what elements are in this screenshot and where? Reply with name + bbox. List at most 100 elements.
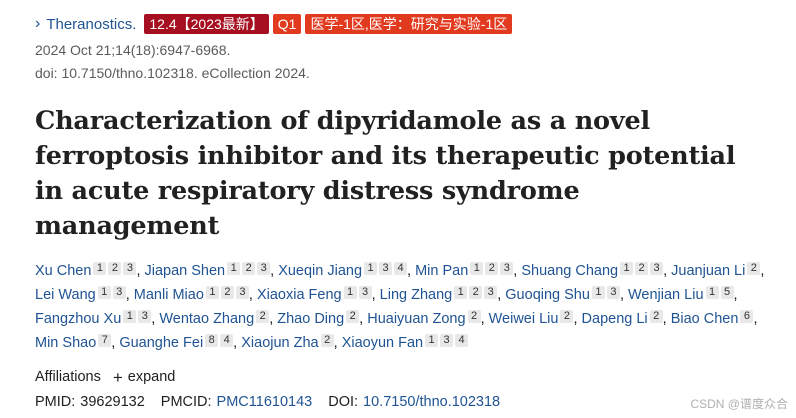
affiliation-ref[interactable]: 2 [220,286,234,299]
affiliation-ref[interactable]: 1 [425,334,439,347]
chevron-right-icon[interactable]: › [35,15,41,32]
affiliation-ref[interactable]: 1 [97,286,111,299]
affiliation-ref[interactable]: 1 [364,262,378,275]
author-item: Juanjuan Li 2 [671,262,761,279]
author-name-link[interactable]: Guanghe Fei [119,335,204,351]
affiliation-ref[interactable]: 3 [112,286,126,299]
author-name-link[interactable]: Huaiyuan Zong [367,311,466,327]
citation-doi: doi: 10.7150/thno.102318. eCollection 20… [35,65,310,81]
author-name-link[interactable]: Juanjuan Li [671,263,746,279]
author-name-link[interactable]: Wenjian Liu [628,287,704,303]
affiliation-ref[interactable]: 6 [740,310,754,323]
affiliation-ref[interactable]: 2 [747,262,761,275]
affiliation-ref[interactable]: 2 [635,262,649,275]
affiliation-ref[interactable]: 5 [720,286,734,299]
affiliation-ref[interactable]: 3 [650,262,664,275]
author-name-link[interactable]: Shuang Chang [521,263,619,279]
author-name-link[interactable]: Min Pan [415,263,469,279]
author-item: Lei Wang 1 3 [35,286,126,303]
author-item: Min Shao 7 [35,334,112,351]
author-name-link[interactable]: Xueqin Jiang [278,263,363,279]
pmcid-label: PMCID: [160,394,212,410]
affiliation-ref[interactable]: 3 [440,334,454,347]
affiliation-ref[interactable]: 1 [123,310,137,323]
author-name-link[interactable]: Xiaojun Zha [241,335,319,351]
affiliation-ref[interactable]: 8 [205,334,219,347]
affiliation-ref[interactable]: 3 [379,262,393,275]
author-item: Xiaoyun Fan 1 3 4 [341,334,469,351]
author-name-link[interactable]: Zhao Ding [277,311,345,327]
affiliation-ref[interactable]: 4 [220,334,234,347]
affiliation-ref[interactable]: 3 [235,286,249,299]
author-name-link[interactable]: Min Shao [35,335,97,351]
affiliation-ref[interactable]: 3 [138,310,152,323]
affiliation-ref[interactable]: 1 [227,262,241,275]
affiliation-ref[interactable]: 1 [470,262,484,275]
impact-factor-badge: 12.4【2023最新】 [144,14,269,34]
doi-link[interactable]: 10.7150/thno.102318 [363,394,501,410]
affiliation-ref[interactable]: 4 [394,262,408,275]
expand-label: expand [127,369,176,385]
doi-label: DOI: [328,394,359,410]
affiliation-ref[interactable]: 1 [93,262,107,275]
affiliation-ref[interactable]: 3 [257,262,271,275]
affiliation-ref[interactable]: 3 [500,262,514,275]
author-name-link[interactable]: Xu Chen [35,263,92,279]
affiliation-ref[interactable]: 3 [606,286,620,299]
affiliation-ref[interactable]: 3 [484,286,498,299]
pmid-label: PMID: [35,394,76,410]
author-item: Xueqin Jiang 1 3 4 [278,262,408,279]
author-item: Ling Zhang 1 2 3 [379,286,498,303]
affiliation-ref[interactable]: 1 [620,262,634,275]
affiliation-ref[interactable]: 1 [454,286,468,299]
author-name-link[interactable]: Dapeng Li [581,311,648,327]
citation-date: 2024 Oct 21;14(18):6947-6968. [35,42,231,58]
author-name-link[interactable]: Jiapan Shen [144,263,226,279]
pmcid-link[interactable]: PMC11610143 [216,394,313,410]
quartile-badge: Q1 [272,14,302,34]
affiliation-ref[interactable]: 1 [591,286,605,299]
affiliation-ref[interactable]: 2 [256,310,270,323]
plus-icon: + [112,367,123,387]
expand-affiliations-button[interactable]: + expand [113,369,176,386]
author-item: Guoqing Shu 1 3 [505,286,620,303]
author-item: Wenjian Liu 1 5 [628,286,734,303]
author-name-link[interactable]: Manli Miao [133,287,204,303]
author-item: Min Pan 1 2 3 [415,262,514,279]
affiliation-ref[interactable]: 2 [108,262,122,275]
author-item: Dapeng Li 2 [581,310,663,327]
author-name-link[interactable]: Ling Zhang [379,287,453,303]
affiliations-row: Affiliations + expand [35,367,786,387]
identifiers-row: PMID: 39629132 PMCID: PMC11610143 DOI: 1… [35,394,786,410]
author-item: Wentao Zhang 2 [159,310,270,327]
affiliation-ref[interactable]: 2 [469,286,483,299]
author-name-link[interactable]: Wentao Zhang [159,311,255,327]
pmid-value: 39629132 [80,394,145,410]
affiliation-ref[interactable]: 1 [705,286,719,299]
affiliation-ref[interactable]: 7 [98,334,112,347]
author-item: Xu Chen 1 2 3 [35,262,137,279]
author-name-link[interactable]: Guoqing Shu [505,287,590,303]
author-list: Xu Chen 1 2 3, Jiapan Shen 1 2 3, Xueqin Jiang… [35,262,765,351]
author-name-link[interactable]: Lei Wang [35,287,96,303]
author-name-link[interactable]: Weiwei Liu [488,311,559,327]
author-name-link[interactable]: Xiaoyun Fan [341,335,424,351]
affiliation-ref[interactable]: 1 [343,286,357,299]
author-item: Guanghe Fei 8 4 [119,334,234,351]
affiliation-ref[interactable]: 2 [485,262,499,275]
journal-link[interactable]: Theranostics. [46,15,137,33]
affiliation-ref[interactable]: 2 [649,310,663,323]
affiliation-ref[interactable]: 2 [560,310,574,323]
author-item: Xiaoxia Feng 1 3 [256,286,372,303]
affiliation-ref[interactable]: 3 [358,286,372,299]
author-name-link[interactable]: Xiaoxia Feng [256,287,342,303]
affiliation-ref[interactable]: 2 [467,310,481,323]
affiliation-ref[interactable]: 2 [242,262,256,275]
affiliation-ref[interactable]: 1 [205,286,219,299]
affiliation-ref[interactable]: 2 [346,310,360,323]
affiliation-ref[interactable]: 4 [455,334,469,347]
author-name-link[interactable]: Biao Chen [670,311,739,327]
affiliation-ref[interactable]: 3 [123,262,137,275]
author-name-link[interactable]: Fangzhou Xu [35,311,122,327]
affiliation-ref[interactable]: 2 [320,334,334,347]
